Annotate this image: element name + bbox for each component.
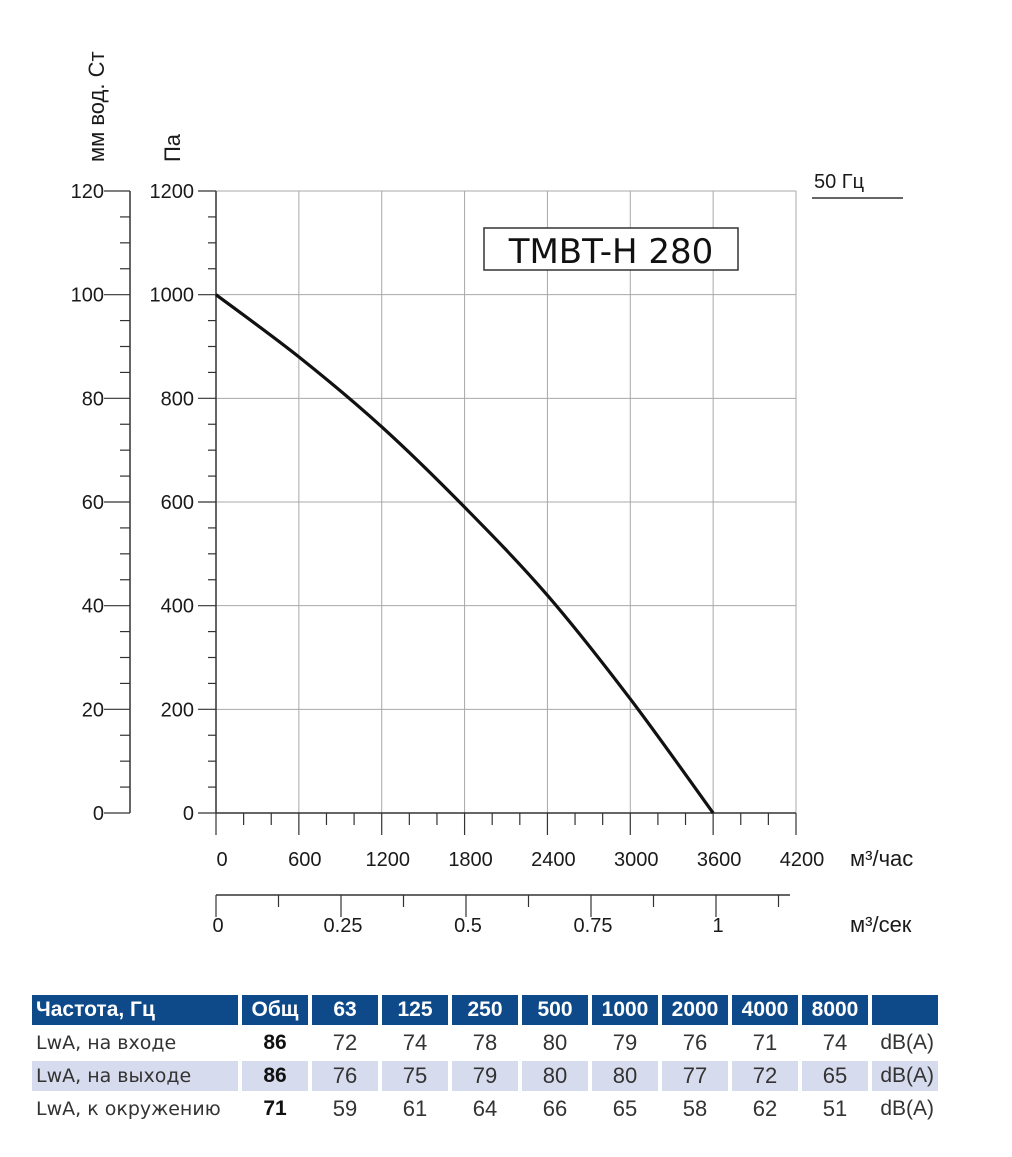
y-left-tick-label: 20: [82, 699, 104, 721]
cell-500: 80: [522, 1061, 588, 1091]
y-left-tick-label: 80: [82, 388, 104, 410]
y-left-tick-label: 0: [93, 803, 104, 825]
model-label: TMBT-H 280: [508, 232, 714, 272]
legend-label: 50 Гц: [814, 171, 864, 193]
y-left-tick-label: 60: [82, 492, 104, 514]
x2-tick-label: 0.75: [574, 915, 613, 937]
cell-8000: 51: [822, 1096, 848, 1121]
y-left-tick-label: 100: [71, 285, 104, 307]
cell-4000: 62: [752, 1096, 778, 1121]
cell-125: 61: [402, 1096, 428, 1121]
cell-63: 76: [312, 1061, 378, 1091]
header-total: Общ: [242, 995, 308, 1025]
y-right-axis-title: Па: [160, 133, 185, 162]
x2-tick-label: 1: [712, 915, 723, 937]
y-right-tick-label: 800: [161, 388, 194, 410]
row-total: 86: [242, 1061, 308, 1091]
row-label: LwA, на входе: [36, 1032, 177, 1054]
x2-tick-label: 0.25: [324, 915, 363, 937]
cell-500: 66: [542, 1096, 568, 1121]
y-right-tick-label: 200: [161, 699, 194, 721]
header-250: 250: [452, 995, 518, 1025]
cell-1000: 79: [612, 1030, 638, 1055]
table-header-row: Частота, Гц Общ 63 125 250 500 1000 2000…: [32, 995, 938, 1025]
row-unit: dB(A): [872, 1061, 938, 1091]
curve-layer: [215, 293, 715, 814]
cell-63: 72: [332, 1030, 358, 1055]
x2-axis-title: м³/сек: [850, 912, 912, 937]
noise-table: Частота, Гц Общ 63 125 250 500 1000 2000…: [28, 992, 942, 1127]
row-label: LwA, к окружению: [36, 1098, 221, 1120]
cell-250: 79: [452, 1061, 518, 1091]
header-63: 63: [312, 995, 378, 1025]
header-frequency: Частота, Гц: [32, 995, 238, 1025]
x-tick-label: 3600: [697, 849, 742, 871]
cell-2000: 76: [682, 1030, 708, 1055]
cell-8000: 65: [802, 1061, 868, 1091]
y-left-axis-title: мм вод. Ст: [84, 51, 109, 162]
header-2000: 2000: [662, 995, 728, 1025]
cell-125: 75: [382, 1061, 448, 1091]
cell-63: 59: [332, 1096, 358, 1121]
grid: [215, 190, 797, 814]
y-right-tick-label: 1000: [150, 285, 195, 307]
header-unit: [872, 995, 938, 1025]
y-right-tick-label: 400: [161, 596, 194, 618]
cell-4000: 71: [752, 1030, 778, 1055]
header-1000: 1000: [592, 995, 658, 1025]
cell-1000: 65: [612, 1096, 638, 1121]
row-unit: dB(A): [880, 1031, 934, 1054]
header-4000: 4000: [732, 995, 798, 1025]
y-right-tick-label: 0: [183, 803, 194, 825]
header-500: 500: [522, 995, 588, 1025]
x2-tick-label: 0: [212, 915, 223, 937]
y-right-tick-label: 1200: [150, 181, 195, 203]
x-axis-title: м³/час: [850, 846, 913, 871]
x-tick-label: 0: [216, 849, 227, 871]
pressure-curve-50hz: [215, 293, 715, 814]
table-row: LwA, к окружению 71 59 61 64 66 65 58 62…: [32, 1094, 938, 1124]
cell-250: 64: [472, 1096, 498, 1121]
x-tick-label: 1800: [448, 849, 493, 871]
cell-2000: 77: [662, 1061, 728, 1091]
row-label: LwA, на выходе: [32, 1061, 238, 1091]
x-tick-label: 2400: [531, 849, 576, 871]
header-8000: 8000: [802, 995, 868, 1025]
axes: [104, 190, 797, 917]
row-unit: dB(A): [880, 1097, 934, 1120]
x-tick-label: 4200: [780, 849, 825, 871]
x-tick-label: 1200: [365, 849, 410, 871]
model-box: [483, 227, 739, 271]
row-total: 71: [263, 1097, 287, 1120]
cell-8000: 74: [822, 1030, 848, 1055]
y-left-tick-label: 40: [82, 596, 104, 618]
header-125: 125: [382, 995, 448, 1025]
cell-4000: 72: [732, 1061, 798, 1091]
cell-1000: 80: [592, 1061, 658, 1091]
table-row: LwA, на выходе 86 76 75 79 80 80 77 72 6…: [32, 1061, 938, 1091]
row-total: 86: [263, 1031, 287, 1054]
cell-500: 80: [542, 1030, 568, 1055]
table-row: LwA, на входе 86 72 74 78 80 79 76 71 74…: [32, 1028, 938, 1058]
cell-250: 78: [472, 1030, 498, 1055]
x2-tick-label: 0.5: [454, 915, 482, 937]
y-right-tick-label: 600: [161, 492, 194, 514]
x-tick-label: 3000: [614, 849, 659, 871]
y-left-tick-label: 120: [71, 181, 104, 203]
cell-125: 74: [402, 1030, 428, 1055]
cell-2000: 58: [682, 1096, 708, 1121]
x-tick-label: 600: [288, 849, 321, 871]
